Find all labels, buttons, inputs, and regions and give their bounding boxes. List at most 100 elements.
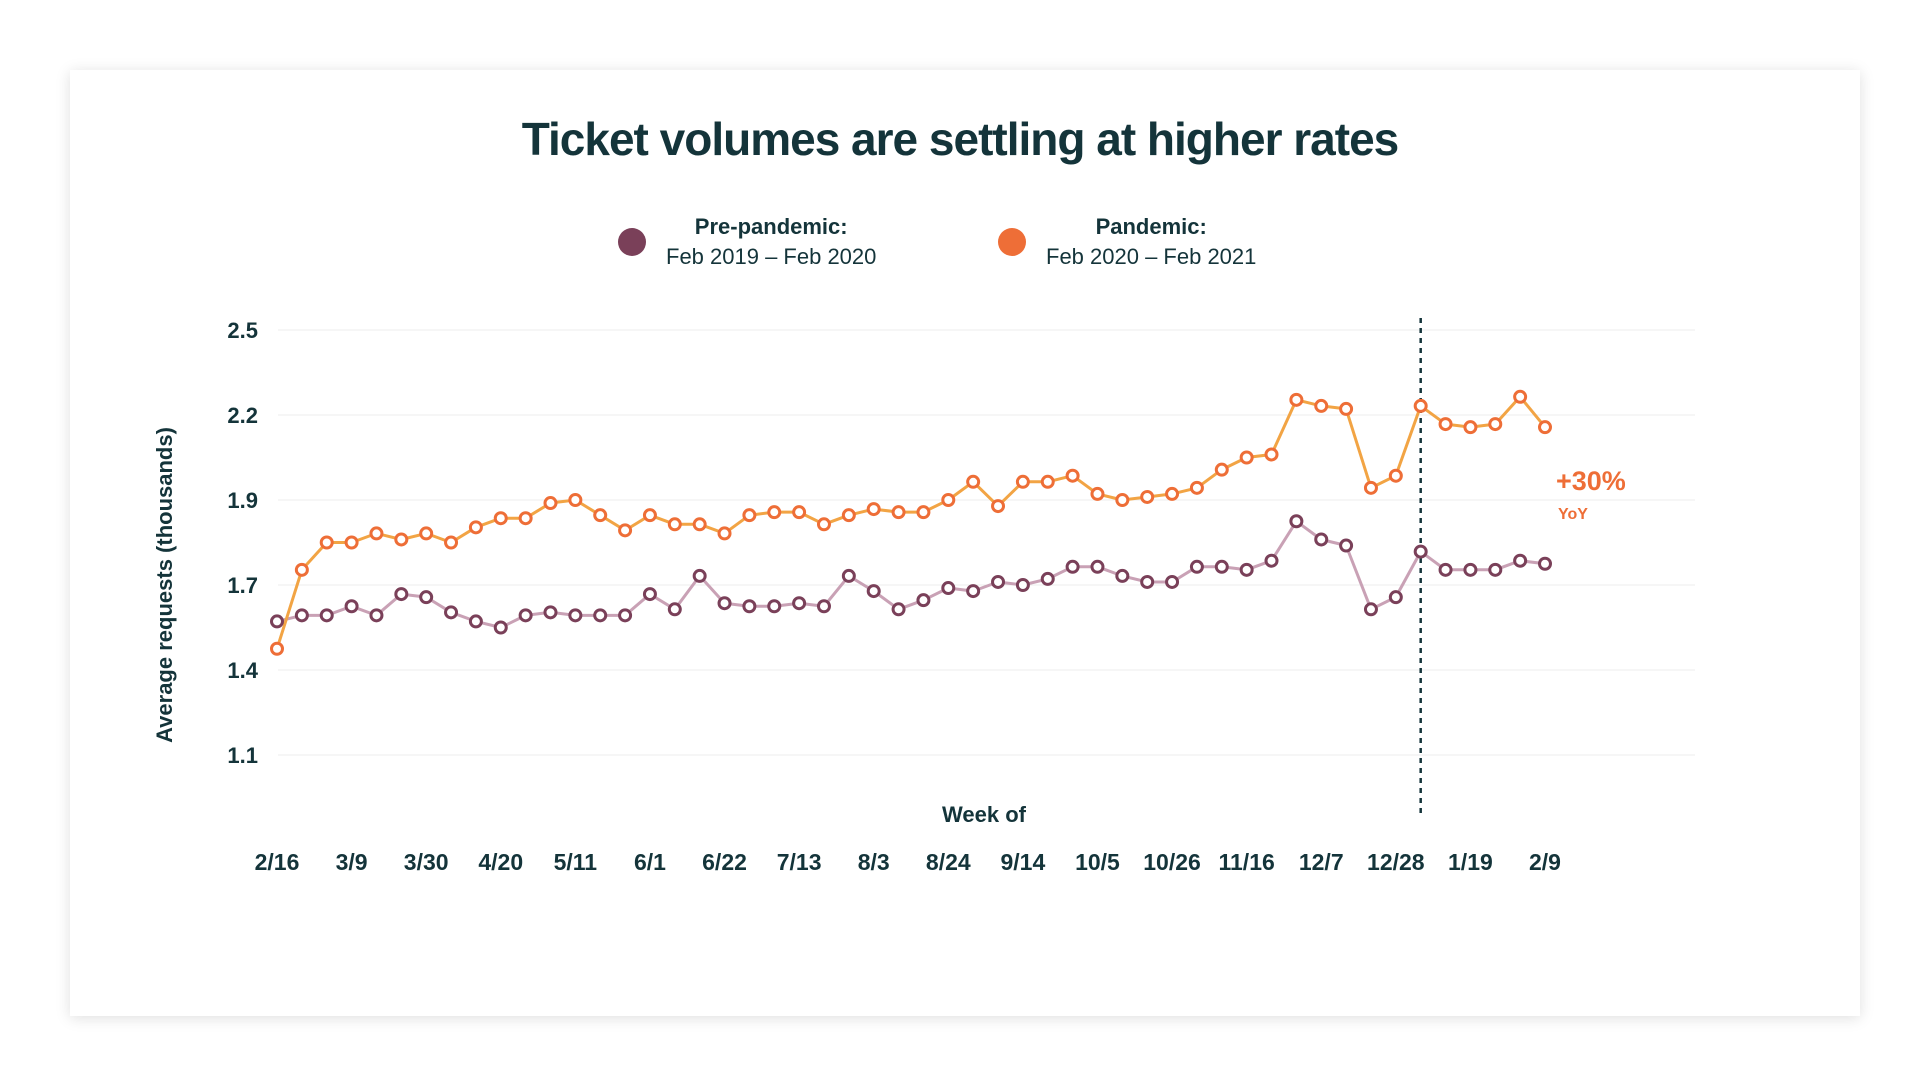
yoy-annotation-sub: YoY xyxy=(1558,506,1588,523)
series-0-point xyxy=(493,620,508,635)
x-tick-label: 2/16 xyxy=(255,849,300,875)
x-tick-label: 6/1 xyxy=(634,849,666,875)
series-1-point xyxy=(1339,401,1354,416)
series-0-point xyxy=(1538,556,1552,571)
series-1-point xyxy=(1488,417,1503,432)
x-tick-label: 7/13 xyxy=(777,849,822,875)
x-tick-label: 12/28 xyxy=(1367,849,1425,875)
x-tick-label: 9/14 xyxy=(1000,849,1045,875)
series-1-point xyxy=(667,517,682,532)
y-tick-label: 2.5 xyxy=(227,318,258,343)
series-1-point xyxy=(468,520,483,535)
series-1-point xyxy=(518,511,533,526)
x-tick-label: 6/22 xyxy=(702,849,747,875)
legend-dot-pre-pandemic xyxy=(618,228,646,256)
series-0-point xyxy=(1140,574,1155,589)
x-tick-label: 10/26 xyxy=(1143,849,1201,875)
legend-pandemic-period: Feb 2020 – Feb 2021 xyxy=(1046,244,1257,269)
series-0-point xyxy=(1363,602,1378,617)
series-1-point xyxy=(1214,462,1229,477)
series-0-point xyxy=(1413,544,1428,559)
chart-title: Ticket volumes are settling at higher ra… xyxy=(521,113,1399,165)
x-tick-label: 11/16 xyxy=(1218,849,1274,875)
series-1-point xyxy=(1314,398,1329,413)
x-tick-label: 3/9 xyxy=(336,849,368,875)
series-0-point xyxy=(1339,538,1354,553)
series-1-point xyxy=(1189,480,1204,495)
series-line-1 xyxy=(275,395,1547,650)
series-0-point xyxy=(618,608,633,623)
y-tick-label: 2.2 xyxy=(227,403,258,428)
series-line-0 xyxy=(276,519,1546,629)
series-1-point xyxy=(369,526,384,541)
series-1-point xyxy=(717,526,732,541)
series-1-point xyxy=(742,508,757,523)
series-1-point xyxy=(916,505,931,520)
series-1-point xyxy=(966,474,981,489)
series-0-point xyxy=(419,590,434,605)
series-0-point xyxy=(1264,553,1279,568)
x-tick-label: 4/20 xyxy=(478,849,523,875)
series-1-point xyxy=(344,535,359,550)
series-1-point xyxy=(816,517,831,532)
series-0-point xyxy=(444,605,459,620)
series-0-point xyxy=(394,587,409,602)
series-0-point xyxy=(991,574,1006,589)
y-axis-ticks: 2.5 2.2 1.9 1.7 1.4 1.1 xyxy=(227,318,258,768)
series-1-point xyxy=(1438,417,1453,432)
series-0-point xyxy=(1463,562,1478,577)
x-axis-ticks: 2/16 3/9 3/30 4/20 5/11 6/1 6/22 7/13 8/3 8/24 9/1… xyxy=(255,849,1561,875)
series-0-point xyxy=(543,605,558,620)
series-1-point xyxy=(692,517,707,532)
legend-pre-pandemic-name: Pre-pandemic: xyxy=(694,214,848,239)
series-0-point xyxy=(841,568,856,583)
legend-pandemic: Pandemic: Feb 2020 – Feb 2021 xyxy=(998,212,1256,272)
series-0-point xyxy=(294,608,309,623)
series-1-point xyxy=(1040,474,1055,489)
legend-pandemic-name: Pandemic: xyxy=(1095,214,1207,239)
series-1-point xyxy=(1413,398,1428,413)
series-1-point xyxy=(841,508,856,523)
series-1-point xyxy=(1513,389,1528,404)
series-0-point xyxy=(667,602,682,617)
series-0-point xyxy=(742,599,757,614)
series-0-point xyxy=(1065,559,1080,574)
series-0-point xyxy=(1438,562,1453,577)
series-1-point xyxy=(1363,480,1378,495)
series-1-point xyxy=(1090,486,1105,501)
y-tick-label: 1.9 xyxy=(227,488,258,513)
series-0-point xyxy=(941,581,956,596)
x-tick-label: 10/5 xyxy=(1075,849,1120,875)
legend-dot-pandemic xyxy=(998,228,1026,256)
chart-card xyxy=(70,70,1860,1016)
series-1-point xyxy=(394,532,409,547)
series-1-point xyxy=(270,641,284,656)
series-1-point xyxy=(991,499,1006,514)
series-0-point xyxy=(593,608,608,623)
series-1-point xyxy=(1140,489,1155,504)
series-0-point xyxy=(1189,559,1204,574)
series-0-point xyxy=(1314,532,1329,547)
series-0-point xyxy=(1165,574,1180,589)
series-1-point xyxy=(543,496,558,511)
series-0-point xyxy=(270,614,284,629)
y-axis-label: Average requests (thousands) xyxy=(152,427,177,743)
x-tick-label: 12/7 xyxy=(1299,849,1344,875)
x-tick-label: 8/24 xyxy=(926,849,971,875)
series-0-point xyxy=(642,587,657,602)
series-1-point xyxy=(319,535,334,550)
series-0-point xyxy=(966,584,981,599)
x-tick-label: 8/3 xyxy=(858,849,890,875)
y-tick-label: 1.4 xyxy=(227,658,258,683)
series-0-point xyxy=(568,608,583,623)
series-1-point xyxy=(866,502,881,517)
series-1-point xyxy=(891,505,906,520)
series-0-point xyxy=(891,602,906,617)
series-1-point xyxy=(792,505,807,520)
x-tick-label: 1/19 xyxy=(1448,849,1493,875)
x-axis-label: Week of xyxy=(942,802,1027,827)
legend-pre-pandemic: Pre-pandemic: Feb 2019 – Feb 2020 xyxy=(618,212,876,272)
series-1-point xyxy=(642,508,657,523)
series-1-point xyxy=(568,493,583,507)
